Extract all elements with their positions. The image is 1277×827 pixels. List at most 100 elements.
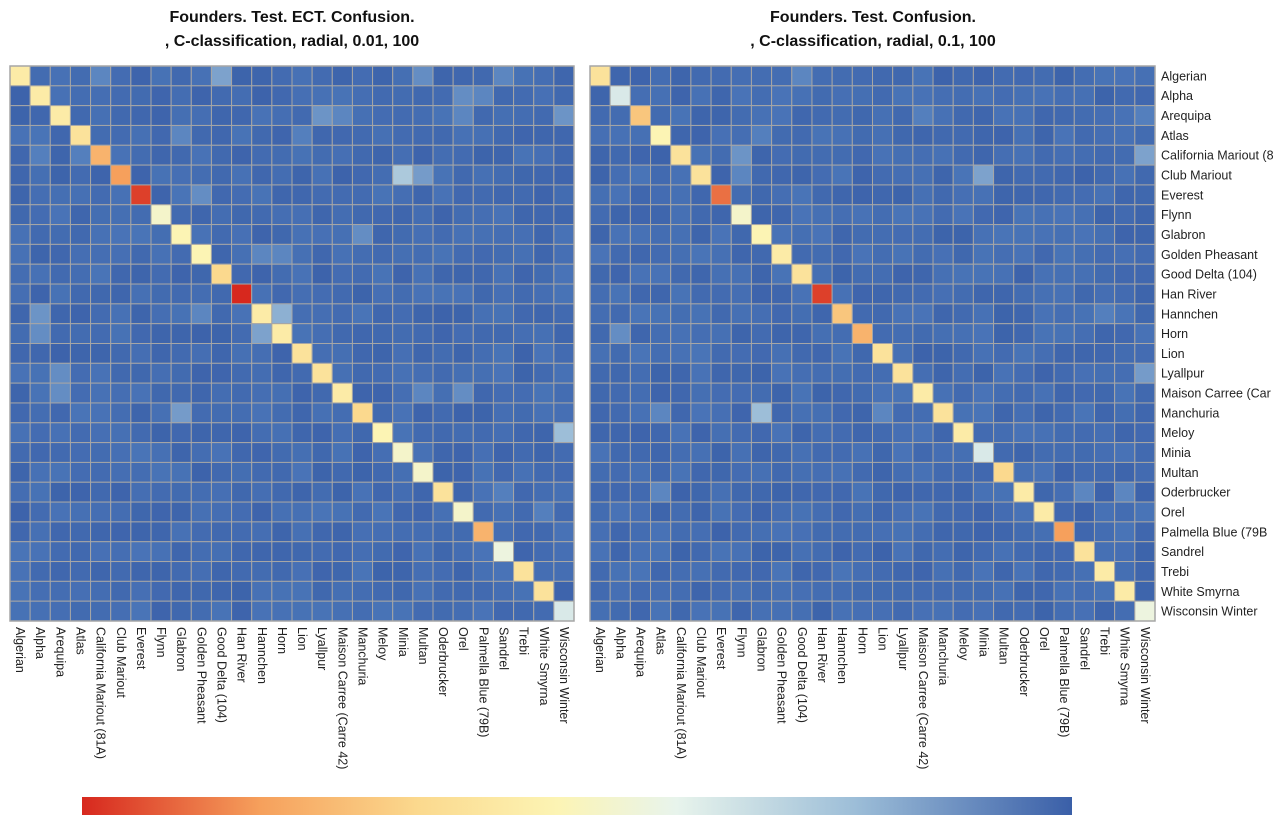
left-cell-19-22 <box>452 442 474 463</box>
left-cell-10-8 <box>170 263 192 285</box>
right-cell-7-25 <box>1093 204 1116 226</box>
left-cell-15-19 <box>392 362 414 384</box>
left-cell-8-9 <box>190 224 212 245</box>
right-x-tick-golden-pheasant: Golden Pheasant <box>775 627 789 724</box>
right-cell-19-10 <box>791 442 813 463</box>
left-cell-4-15 <box>311 144 333 166</box>
left-cell-13-10 <box>210 323 233 344</box>
right-cell-11-5 <box>690 283 712 305</box>
right-cell-13-20 <box>993 323 1015 344</box>
left-cell-24-6 <box>130 541 152 563</box>
right-cell-23-8 <box>750 521 773 543</box>
right-cell-20-26 <box>1114 461 1136 483</box>
left-cell-11-17 <box>351 283 374 305</box>
right-cell-3-9 <box>771 124 793 146</box>
left-cell-4-13 <box>271 144 293 166</box>
right-cell-16-3 <box>650 382 672 404</box>
left-cell-1-9 <box>190 85 212 107</box>
left-cell-26-25 <box>513 580 535 602</box>
right-cell-20-17 <box>932 461 954 483</box>
left-cell-15-17 <box>351 362 374 384</box>
left-cell-10-27 <box>553 263 575 285</box>
right-cell-17-9 <box>771 402 793 424</box>
right-cell-5-1 <box>609 164 631 186</box>
left-cell-19-6 <box>130 442 152 463</box>
right-cell-8-3 <box>650 224 672 245</box>
right-cell-17-10 <box>791 402 813 424</box>
left-x-tick-alpha: Alpha <box>33 627 47 659</box>
left-cell-2-20 <box>412 105 434 126</box>
left-cell-0-3 <box>69 65 92 87</box>
right-cell-27-20 <box>993 600 1015 622</box>
left-cell-5-11 <box>231 164 253 186</box>
right-cell-14-2 <box>629 343 652 364</box>
left-cell-3-4 <box>90 124 112 146</box>
right-cell-18-4 <box>670 422 692 444</box>
left-cell-13-15 <box>311 323 333 344</box>
right-cell-19-15 <box>892 442 914 463</box>
left-cell-26-10 <box>210 580 233 602</box>
left-cell-18-26 <box>533 422 555 444</box>
left-cell-9-9 <box>190 243 212 265</box>
left-cell-17-16 <box>331 402 353 424</box>
right-cell-17-15 <box>892 402 914 424</box>
left-cell-26-6 <box>130 580 152 602</box>
left-cell-8-10 <box>210 224 233 245</box>
right-cell-6-1 <box>609 184 631 206</box>
right-cell-18-20 <box>993 422 1015 444</box>
right-y-tick-golden-pheasant: Golden Pheasant <box>1161 248 1258 262</box>
right-cell-22-15 <box>892 501 914 523</box>
left-cell-7-7 <box>150 204 172 226</box>
left-cell-7-13 <box>271 204 293 226</box>
right-cell-8-9 <box>771 224 793 245</box>
left-cell-24-0 <box>9 541 31 563</box>
right-cell-12-4 <box>670 303 692 325</box>
right-cell-15-26 <box>1114 362 1136 384</box>
left-cell-16-0 <box>9 382 31 404</box>
left-cell-15-7 <box>150 362 172 384</box>
right-cell-7-23 <box>1053 204 1075 226</box>
left-cell-1-19 <box>392 85 414 107</box>
left-cell-0-0 <box>9 65 31 87</box>
left-cell-2-11 <box>231 105 253 126</box>
right-cell-20-7 <box>730 461 752 483</box>
right-cell-15-10 <box>791 362 813 384</box>
left-cell-11-5 <box>110 283 132 305</box>
left-cell-16-15 <box>311 382 333 404</box>
right-cell-10-26 <box>1114 263 1136 285</box>
left-cell-5-17 <box>351 164 374 186</box>
right-cell-1-16 <box>912 85 934 107</box>
left-cell-19-13 <box>271 442 293 463</box>
left-cell-3-25 <box>513 124 535 146</box>
right-cell-12-3 <box>650 303 672 325</box>
right-cell-16-7 <box>730 382 752 404</box>
right-cell-11-22 <box>1033 283 1055 305</box>
right-cell-22-18 <box>952 501 974 523</box>
right-cell-24-8 <box>750 541 773 563</box>
left-cell-18-9 <box>190 422 212 444</box>
right-cell-12-19 <box>972 303 995 325</box>
left-cell-27-18 <box>372 600 394 622</box>
left-cell-3-23 <box>472 124 494 146</box>
right-x-tick-sandrel: Sandrel <box>1077 627 1091 670</box>
left-cell-20-26 <box>533 461 555 483</box>
left-cell-3-19 <box>392 124 414 146</box>
right-cell-7-2 <box>629 204 652 226</box>
right-cell-5-3 <box>650 164 672 186</box>
right-cell-13-0 <box>589 323 611 344</box>
right-cell-3-10 <box>791 124 813 146</box>
right-x-tick-everest: Everest <box>714 627 728 670</box>
left-cell-0-25 <box>513 65 535 87</box>
left-cell-0-19 <box>392 65 414 87</box>
right-cell-23-15 <box>892 521 914 543</box>
right-cell-15-16 <box>912 362 934 384</box>
right-cell-15-11 <box>811 362 833 384</box>
right-cell-13-21 <box>1013 323 1035 344</box>
right-cell-22-6 <box>710 501 732 523</box>
right-cell-5-22 <box>1033 164 1055 186</box>
right-cell-18-3 <box>650 422 672 444</box>
left-cell-0-26 <box>533 65 555 87</box>
right-cell-27-24 <box>1073 600 1095 622</box>
left-cell-0-23 <box>472 65 494 87</box>
left-cell-15-15 <box>311 362 333 384</box>
